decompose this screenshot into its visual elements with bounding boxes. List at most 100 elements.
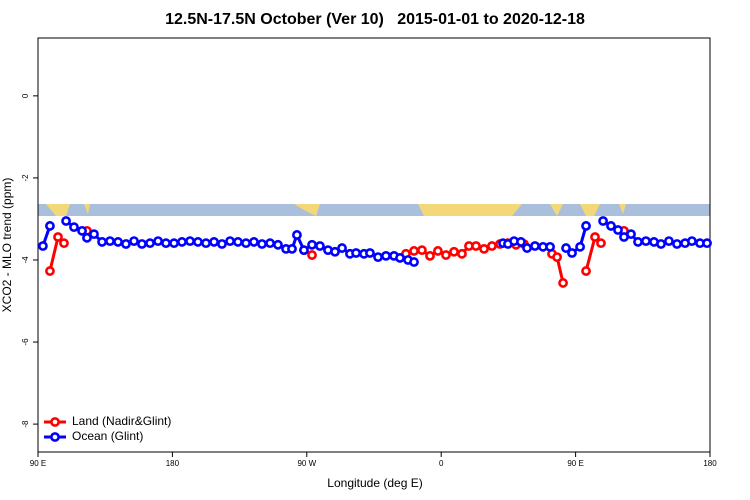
data-point <box>193 237 203 247</box>
data-point <box>590 232 600 242</box>
data-point <box>53 232 63 242</box>
data-point <box>633 237 643 247</box>
map-strip <box>38 204 710 216</box>
data-point <box>337 243 347 253</box>
y-tick-label: -2 <box>21 174 30 182</box>
data-point <box>552 252 562 263</box>
data-point <box>161 238 171 249</box>
data-point <box>137 239 147 249</box>
data-point <box>241 238 251 249</box>
data-point <box>38 241 48 251</box>
data-point <box>575 241 585 252</box>
data-point <box>641 236 651 247</box>
legend-marker <box>50 432 60 442</box>
legend-label: Ocean (Glint) <box>72 429 143 443</box>
data-point <box>77 225 87 236</box>
data-point <box>567 248 577 258</box>
data-point <box>69 222 79 233</box>
data-point <box>561 243 571 253</box>
x-tick-label: 90 E <box>30 459 46 468</box>
data-point <box>441 250 451 260</box>
data-point <box>409 257 419 267</box>
y-tick-label: -8 <box>21 420 30 428</box>
data-point <box>153 236 163 247</box>
data-point <box>598 216 608 226</box>
legend-marker <box>50 417 60 427</box>
data-point <box>664 236 674 247</box>
data-point <box>522 243 532 253</box>
data-point <box>287 243 297 254</box>
data-point <box>606 221 616 231</box>
data-point <box>672 239 682 249</box>
data-point <box>257 239 267 249</box>
y-tick-label: -6 <box>21 338 30 346</box>
data-point <box>516 237 526 247</box>
data-point <box>217 239 227 249</box>
y-axis-label: XCO2 - MLO trend (ppm) <box>0 178 14 313</box>
data-point <box>457 248 467 259</box>
data-point <box>185 236 195 247</box>
data-point <box>61 216 71 226</box>
x-axis-label: Longitude (deg E) <box>327 476 422 490</box>
data-point <box>365 248 375 258</box>
data-point <box>45 221 55 231</box>
y-tick-label: -4 <box>21 256 30 264</box>
data-point <box>292 230 302 240</box>
data-point <box>626 229 636 240</box>
data-point <box>471 241 481 251</box>
data-point <box>299 245 309 256</box>
data-point <box>702 238 712 249</box>
data-point <box>417 245 427 256</box>
data-point <box>273 239 283 250</box>
data-point <box>89 229 99 240</box>
x-tick-label: 90 E <box>567 459 583 468</box>
data-point <box>315 241 325 251</box>
data-point <box>233 237 243 247</box>
data-point <box>177 237 187 247</box>
y-tick-label: 0 <box>21 93 30 98</box>
data-point <box>265 238 275 249</box>
x-tick-label: 180 <box>166 459 180 468</box>
data-point <box>307 239 317 250</box>
legend-label: Land (Nadir&Glint) <box>72 414 171 428</box>
data-point <box>558 278 568 288</box>
data-point <box>82 232 92 243</box>
data-point <box>145 238 155 249</box>
data-point <box>45 266 55 276</box>
chart-title: 12.5N-17.5N October (Ver 10) 2015-01-01 … <box>165 11 585 28</box>
data-point <box>613 225 623 235</box>
data-point <box>487 241 497 251</box>
data-point <box>129 236 139 247</box>
x-tick-label: 0 <box>439 459 444 468</box>
data-point <box>225 236 235 247</box>
data-point <box>425 250 435 261</box>
data-point <box>113 237 123 247</box>
data-point <box>687 236 697 247</box>
data-point <box>59 238 69 249</box>
data-point <box>581 266 591 276</box>
data-point <box>596 238 606 249</box>
data-point <box>581 221 591 231</box>
data-point <box>449 246 459 257</box>
data-point <box>395 253 405 263</box>
data-point <box>656 239 666 249</box>
data-point <box>121 239 131 249</box>
data-point <box>105 236 115 247</box>
data-point <box>351 248 361 258</box>
data-point <box>381 250 391 261</box>
data-point <box>97 237 107 247</box>
x-tick-label: 180 <box>703 459 717 468</box>
data-point <box>201 238 211 249</box>
data-point <box>433 246 443 256</box>
data-point <box>169 238 179 249</box>
data-point <box>409 246 419 256</box>
data-point <box>249 237 259 247</box>
data-point <box>307 250 317 260</box>
data-point <box>530 241 540 251</box>
data-point <box>545 241 555 252</box>
data-point <box>479 243 489 254</box>
data-point <box>373 252 383 263</box>
data-point <box>330 246 340 257</box>
data-point <box>209 237 219 247</box>
